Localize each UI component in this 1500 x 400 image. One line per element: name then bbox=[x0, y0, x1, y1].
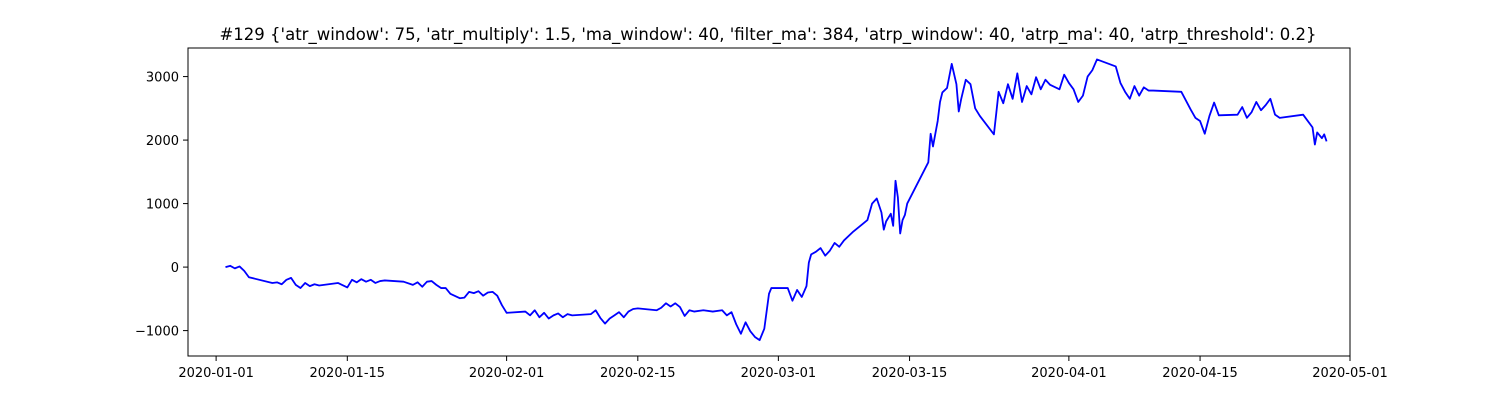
x-tick-label: 2020-05-01 bbox=[1312, 366, 1388, 381]
x-tick-label: 2020-01-15 bbox=[310, 366, 386, 381]
x-axis: 2020-01-01 2020-01-15 2020-02-01 2020-02-15… bbox=[178, 356, 1388, 381]
series-layer bbox=[225, 58, 1328, 342]
x-tick-label: 2020-04-01 bbox=[1031, 366, 1107, 381]
y-tick-label: 0 bbox=[171, 261, 179, 276]
series-line-0 bbox=[225, 58, 1328, 342]
x-tick-label: 2020-02-15 bbox=[600, 366, 676, 381]
chart-title: #129 {'atr_window': 75, 'atr_multiply': … bbox=[219, 25, 1316, 45]
y-tick-label: 2000 bbox=[146, 134, 179, 149]
plot-frame bbox=[187, 47, 1351, 357]
x-tick-label: 2020-01-01 bbox=[178, 366, 254, 381]
x-tick-label: 2020-02-01 bbox=[469, 366, 545, 381]
y-tick-label: 3000 bbox=[146, 71, 179, 86]
x-tick-label: 2020-03-15 bbox=[872, 366, 948, 381]
x-tick-label: 2020-03-01 bbox=[741, 366, 817, 381]
y-tick-label: 1000 bbox=[146, 198, 179, 213]
y-axis: −1000 0 1000 2000 3000 bbox=[135, 71, 188, 340]
x-tick-label: 2020-04-15 bbox=[1162, 366, 1238, 381]
y-tick-label: −1000 bbox=[135, 325, 179, 340]
